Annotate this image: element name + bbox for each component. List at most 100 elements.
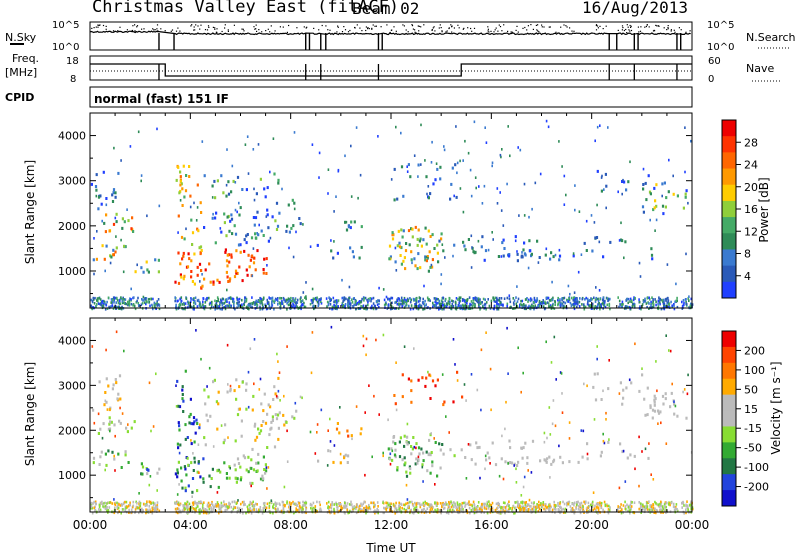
velocity-sparse-cell [178, 483, 180, 486]
power-cell [115, 220, 118, 224]
power-noise-cell [219, 303, 221, 307]
power-noise-cell [90, 304, 93, 308]
velocity-cell [283, 423, 286, 427]
velocity-sparse-cell [365, 337, 368, 341]
power-cell [260, 229, 263, 233]
power-noise-cell [184, 302, 187, 305]
power-noise-cell [146, 300, 148, 304]
velocity-noise-cell [355, 505, 358, 509]
freq-tick-top: 18 [66, 56, 79, 67]
power-cell [350, 220, 353, 224]
velocity-noise-cell [217, 503, 219, 506]
velocity-sparse-cell [484, 467, 486, 471]
velocity-noise-cell [138, 500, 141, 504]
velocity-noise-cell [364, 506, 367, 510]
velocity-noise-cell [393, 504, 396, 508]
velocity-sparse-cell [644, 447, 647, 451]
power-sparse-cell [470, 194, 473, 198]
velocity-noise-cell [233, 500, 236, 503]
power-noise-cell [327, 303, 330, 307]
power-cell [347, 225, 351, 229]
nsearch-dot [102, 24, 105, 27]
power-cell [467, 238, 470, 241]
power-noise-cell [295, 303, 297, 307]
velocity-noise-cell [627, 506, 630, 509]
power-noise-cell [444, 304, 446, 308]
velocity-sparse-cell [641, 450, 643, 453]
power-sparse-cell [620, 221, 622, 225]
velocity-noise-cell [292, 502, 295, 505]
power-cell [394, 260, 397, 264]
power-noise-cell [110, 305, 112, 308]
power-noise-cell [374, 304, 376, 308]
power-noise-cell [332, 305, 335, 309]
velocity-noise-cell [578, 505, 580, 508]
velocity-noise-cell [198, 512, 201, 515]
velocity-cell [263, 468, 266, 471]
velocity-sparse-cell [148, 483, 151, 487]
power-sparse-cell [599, 124, 601, 127]
power-noise-cell [662, 301, 665, 304]
velocity-noise-cell [476, 508, 479, 512]
power-cell [514, 235, 517, 239]
power-cell [585, 249, 588, 252]
velocity-noise-cell [272, 511, 274, 515]
velocity-noise-cell [665, 509, 667, 512]
power-noise-cell [549, 305, 551, 309]
velocity-noise-cell [105, 505, 107, 508]
nsearch-dot [538, 31, 540, 33]
velocity-cell [396, 466, 399, 470]
power-sparse-cell [341, 278, 343, 282]
power-sparse-cell [467, 151, 470, 155]
velocity-sparse-cell [660, 421, 662, 425]
nsearch-dot [375, 25, 377, 27]
power-sparse-cell [293, 207, 296, 211]
velocity-noise-cell [185, 506, 188, 509]
power-noise-cell [659, 297, 661, 301]
power-noise-cell [348, 300, 351, 303]
power-noise-cell [668, 302, 671, 306]
power-noise-cell [229, 296, 232, 299]
velocity-noise-cell [228, 501, 230, 505]
velocity-noise-cell [475, 507, 477, 511]
velocity-cell [98, 380, 101, 384]
velocity-noise-cell [662, 507, 665, 511]
power-noise-cell [578, 300, 581, 304]
power-noise-cell [396, 302, 399, 306]
power-noise-cell [313, 297, 316, 301]
power-colorbar-swatch [722, 281, 736, 299]
power-sparse-cell [115, 235, 117, 238]
velocity-sparse-cell [97, 412, 100, 416]
power-cell [440, 232, 443, 236]
velocity-noise-cell [91, 506, 94, 510]
power-sparse-cell [516, 250, 518, 253]
velocity-noise-cell [288, 508, 291, 511]
velocity-cell [649, 404, 652, 408]
power-noise-cell [360, 300, 362, 304]
velocity-cell [117, 392, 120, 396]
velocity-noise-cell [536, 505, 538, 508]
velocity-noise-cell [281, 511, 284, 515]
power-sparse-cell [109, 261, 112, 265]
velocity-noise-cell [274, 507, 277, 511]
power-noise-cell [196, 299, 199, 302]
power-cell [246, 273, 249, 277]
power-noise-cell [462, 298, 464, 301]
power-noise-cell [586, 297, 589, 301]
velocity-cell [393, 453, 397, 457]
power-noise-cell [594, 300, 597, 303]
power-noise-cell [542, 299, 544, 302]
power-noise-cell [566, 300, 569, 303]
power-cell [241, 188, 244, 191]
power-noise-cell [378, 306, 380, 309]
velocity-noise-cell [430, 505, 432, 509]
power-cell [228, 279, 231, 283]
time-xlabel: Time UT [365, 541, 416, 554]
velocity-cell [127, 461, 130, 464]
power-noise-cell [499, 301, 501, 305]
nsearch-dot [657, 25, 659, 27]
power-noise-cell [183, 307, 185, 310]
power-noise-cell [450, 305, 453, 308]
velocity-noise-cell [288, 503, 291, 507]
velocity-noise-cell [352, 509, 354, 513]
